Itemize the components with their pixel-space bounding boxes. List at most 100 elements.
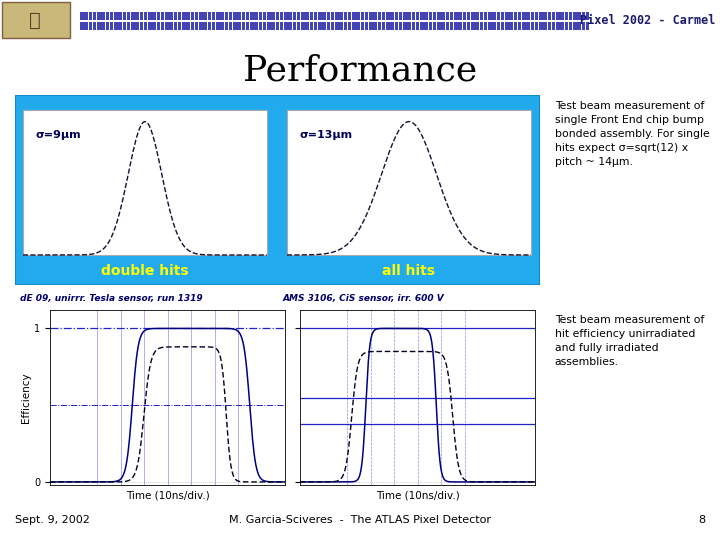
- Bar: [106, 12, 109, 20]
- Bar: [207, 22, 211, 30]
- Bar: [433, 22, 436, 30]
- Bar: [23, 110, 267, 255]
- Bar: [462, 22, 466, 30]
- Bar: [229, 12, 233, 20]
- Bar: [564, 12, 568, 20]
- Bar: [246, 22, 249, 30]
- Bar: [212, 12, 215, 20]
- Bar: [475, 12, 479, 20]
- Bar: [318, 22, 322, 30]
- Bar: [178, 12, 181, 20]
- Text: σ=13μm: σ=13μm: [299, 130, 352, 140]
- Bar: [437, 12, 441, 20]
- Bar: [488, 12, 492, 20]
- Bar: [254, 12, 258, 20]
- Bar: [118, 12, 122, 20]
- Bar: [500, 22, 505, 30]
- Bar: [475, 22, 479, 30]
- Bar: [361, 22, 364, 30]
- Bar: [148, 22, 152, 30]
- Bar: [97, 22, 101, 30]
- Bar: [484, 12, 487, 20]
- Bar: [377, 12, 381, 20]
- Bar: [488, 22, 492, 30]
- Bar: [84, 12, 88, 20]
- Bar: [467, 22, 470, 30]
- Bar: [102, 22, 105, 30]
- Bar: [263, 22, 266, 30]
- Bar: [569, 12, 572, 20]
- Bar: [207, 12, 211, 20]
- Bar: [97, 12, 101, 20]
- Bar: [403, 12, 407, 20]
- Bar: [238, 12, 241, 20]
- Bar: [335, 22, 338, 30]
- Bar: [505, 22, 508, 30]
- Bar: [513, 12, 517, 20]
- Bar: [186, 12, 190, 20]
- Text: Test beam measurement of
hit efficiency unirradiated
and fully irradiated
assemb: Test beam measurement of hit efficiency …: [555, 315, 704, 367]
- Bar: [203, 22, 207, 30]
- Bar: [314, 12, 318, 20]
- Bar: [169, 12, 173, 20]
- Bar: [182, 22, 186, 30]
- Bar: [174, 12, 177, 20]
- Bar: [305, 12, 309, 20]
- Bar: [102, 12, 105, 20]
- Bar: [225, 12, 228, 20]
- Bar: [199, 12, 202, 20]
- Bar: [403, 22, 407, 30]
- Bar: [84, 22, 88, 30]
- Bar: [156, 22, 160, 30]
- Bar: [458, 12, 462, 20]
- X-axis label: Time (10ns/div.): Time (10ns/div.): [125, 490, 210, 501]
- Bar: [330, 22, 334, 30]
- Bar: [246, 12, 249, 20]
- Text: Test beam measurement of
single Front End chip bump
bonded assembly. For single
: Test beam measurement of single Front En…: [555, 100, 709, 167]
- Bar: [250, 22, 253, 30]
- Bar: [484, 22, 487, 30]
- Bar: [267, 22, 271, 30]
- Bar: [467, 12, 470, 20]
- Bar: [544, 22, 547, 30]
- Bar: [395, 12, 398, 20]
- Text: all hits: all hits: [382, 264, 436, 278]
- Bar: [323, 12, 326, 20]
- Bar: [522, 22, 526, 30]
- Bar: [539, 22, 543, 30]
- Bar: [165, 22, 168, 30]
- Text: M. Garcia-Sciveres  -  The ATLAS Pixel Detector: M. Garcia-Sciveres - The ATLAS Pixel Det…: [229, 515, 491, 525]
- Bar: [513, 22, 517, 30]
- Bar: [531, 12, 534, 20]
- Bar: [552, 12, 555, 20]
- Bar: [114, 22, 117, 30]
- Bar: [399, 12, 402, 20]
- Bar: [297, 12, 300, 20]
- Bar: [556, 22, 559, 30]
- Bar: [135, 12, 139, 20]
- Bar: [93, 22, 96, 30]
- Bar: [365, 12, 369, 20]
- Bar: [492, 22, 496, 30]
- Bar: [415, 22, 419, 30]
- Bar: [241, 22, 245, 30]
- Bar: [152, 22, 156, 30]
- Bar: [454, 12, 458, 20]
- Bar: [238, 22, 241, 30]
- Bar: [284, 12, 287, 20]
- Bar: [182, 12, 186, 20]
- Bar: [318, 12, 322, 20]
- Bar: [169, 22, 173, 30]
- Bar: [471, 22, 474, 30]
- Bar: [258, 22, 262, 30]
- Bar: [199, 22, 202, 30]
- Bar: [212, 22, 215, 30]
- Bar: [424, 12, 428, 20]
- Bar: [462, 12, 466, 20]
- Bar: [390, 22, 394, 30]
- Bar: [144, 22, 148, 30]
- Bar: [441, 22, 445, 30]
- Bar: [233, 12, 237, 20]
- Bar: [174, 22, 177, 30]
- Text: ⚿: ⚿: [29, 10, 41, 30]
